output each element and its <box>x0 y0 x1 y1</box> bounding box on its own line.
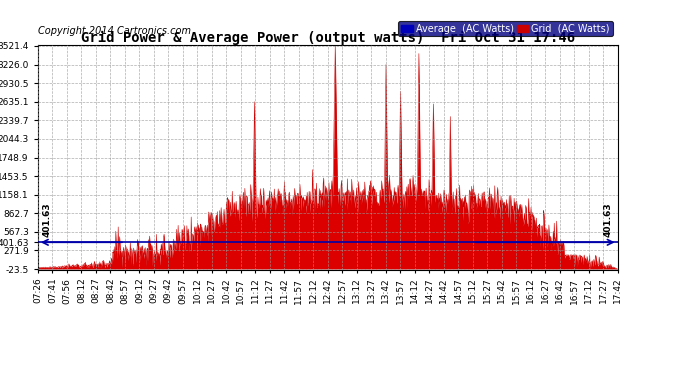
Title: Grid Power & Average Power (output watts)  Fri Oct 31 17:46: Grid Power & Average Power (output watts… <box>81 31 575 45</box>
Text: 401.63: 401.63 <box>604 202 613 237</box>
Legend: Average  (AC Watts), Grid  (AC Watts): Average (AC Watts), Grid (AC Watts) <box>398 21 613 36</box>
Text: 401.63: 401.63 <box>43 202 52 237</box>
Text: Copyright 2014 Cartronics.com: Copyright 2014 Cartronics.com <box>38 26 191 36</box>
